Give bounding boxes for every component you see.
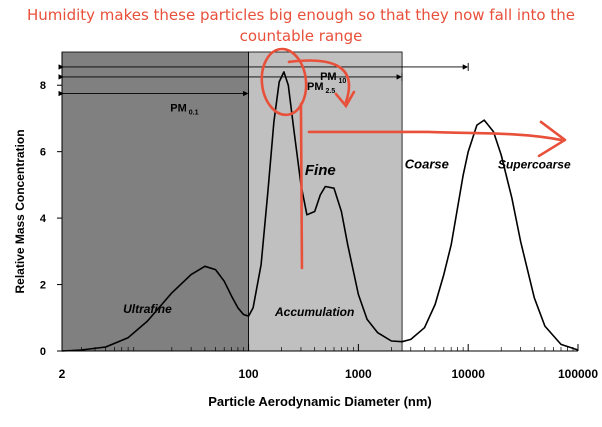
distribution-curve (61, 71, 579, 352)
region-ultrafine (61, 51, 249, 352)
x-tick-label-1000: 1000 (345, 367, 372, 381)
x-tick-label-2: 2 (59, 367, 66, 381)
x-tick-label-100: 100 (239, 367, 259, 381)
region-accumulation (248, 51, 403, 352)
region-label-accumulation: Accumulation (274, 305, 354, 319)
curved-arrow-head (334, 90, 356, 109)
annotation-caption-line-2: countable range (239, 27, 363, 45)
curve-layer (61, 71, 579, 352)
region-label-coarse: Coarse (405, 156, 449, 171)
region-label-fine: Fine (305, 162, 336, 179)
size-ranges-layer: PM 0.1 PM 2.5PM 10 (58, 62, 469, 117)
x-axis-title: Particle Aerodynamic Diameter (nm) (208, 394, 431, 409)
circle-annotation (260, 47, 308, 117)
pm-range-label-10: PM 10 (320, 71, 346, 85)
pm-range-label-2-5: PM 2.5 (307, 81, 335, 95)
y-axis-title: Relative Mass Concentration (13, 129, 27, 293)
x-tick-label-100000: 100000 (558, 367, 598, 381)
region-label-supercoarse: Supercoarse (498, 157, 571, 171)
pm-range-label-0-1: PM 0.1 (170, 103, 198, 117)
annotation-caption-line-1: Humidity makes these particles big enoug… (27, 6, 575, 24)
long-arrow-head (537, 120, 567, 158)
regions-layer (61, 51, 403, 352)
axes-layer: 2 100 1000 10000 100000 0 2 4 6 8 Particle Aerodyn… (13, 52, 598, 409)
y-tick-label-0: 0 (40, 346, 46, 358)
y-tick-label-4: 4 (40, 213, 47, 225)
x-tick-label-10000: 10000 (452, 367, 486, 381)
region-label-ultrafine: Ultrafine (123, 302, 172, 316)
y-tick-label-8: 8 (40, 80, 46, 92)
labels-layer: Ultrafine Accumulation Fine Coarse Supercoar… (123, 156, 571, 319)
long-arrow-annotation (307, 130, 563, 142)
y-tick-label-2: 2 (40, 280, 46, 292)
hand-drawn-annotation-layer (260, 47, 567, 270)
y-tick-label-6: 6 (40, 147, 46, 159)
curved-arrow-annotation (287, 59, 351, 104)
vertical-stroke-annotation (299, 102, 304, 270)
